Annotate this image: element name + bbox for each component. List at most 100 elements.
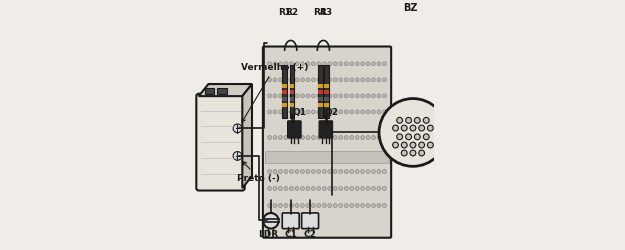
Bar xyxy=(324,84,329,88)
Circle shape xyxy=(372,204,376,208)
Circle shape xyxy=(344,136,348,140)
Circle shape xyxy=(289,62,293,66)
Circle shape xyxy=(344,204,348,208)
Circle shape xyxy=(328,110,332,114)
Circle shape xyxy=(377,94,381,98)
Circle shape xyxy=(311,62,315,66)
Circle shape xyxy=(233,124,242,133)
Circle shape xyxy=(273,78,277,82)
Bar xyxy=(205,88,214,94)
Circle shape xyxy=(284,110,288,114)
Circle shape xyxy=(428,125,433,131)
Circle shape xyxy=(350,186,354,190)
Circle shape xyxy=(268,78,271,82)
Circle shape xyxy=(295,170,299,173)
Circle shape xyxy=(382,170,386,173)
Circle shape xyxy=(361,78,364,82)
Bar xyxy=(282,65,287,118)
Circle shape xyxy=(273,136,277,140)
FancyBboxPatch shape xyxy=(282,213,299,229)
Circle shape xyxy=(339,204,342,208)
Text: R4: R4 xyxy=(312,8,326,18)
Circle shape xyxy=(350,170,354,173)
Circle shape xyxy=(322,78,326,82)
Circle shape xyxy=(339,136,342,140)
Bar xyxy=(289,65,294,118)
Bar xyxy=(318,103,323,107)
Circle shape xyxy=(372,186,376,190)
Circle shape xyxy=(295,152,299,156)
Circle shape xyxy=(322,170,326,173)
Circle shape xyxy=(284,152,288,156)
Circle shape xyxy=(273,152,277,156)
Circle shape xyxy=(333,78,337,82)
Circle shape xyxy=(279,152,282,156)
Circle shape xyxy=(406,118,411,123)
Circle shape xyxy=(355,170,359,173)
Circle shape xyxy=(268,62,271,66)
Polygon shape xyxy=(199,84,252,96)
Bar xyxy=(318,65,323,118)
Circle shape xyxy=(268,186,271,190)
Text: BZ: BZ xyxy=(403,3,418,13)
Circle shape xyxy=(377,110,381,114)
Circle shape xyxy=(273,110,277,114)
Circle shape xyxy=(301,62,304,66)
Circle shape xyxy=(361,204,364,208)
Circle shape xyxy=(273,186,277,190)
Circle shape xyxy=(301,110,304,114)
Circle shape xyxy=(379,98,447,166)
Circle shape xyxy=(333,62,337,66)
Text: C2: C2 xyxy=(304,230,316,239)
Circle shape xyxy=(361,110,364,114)
Circle shape xyxy=(317,204,321,208)
Circle shape xyxy=(366,170,370,173)
Circle shape xyxy=(372,94,376,98)
Circle shape xyxy=(382,204,386,208)
Circle shape xyxy=(366,186,370,190)
Circle shape xyxy=(279,78,282,82)
Circle shape xyxy=(284,94,288,98)
Circle shape xyxy=(295,136,299,140)
Circle shape xyxy=(317,136,321,140)
Circle shape xyxy=(289,94,293,98)
Circle shape xyxy=(406,134,411,140)
Circle shape xyxy=(333,110,337,114)
Circle shape xyxy=(372,62,376,66)
Circle shape xyxy=(311,152,315,156)
Circle shape xyxy=(361,62,364,66)
Circle shape xyxy=(311,170,315,173)
Text: C1: C1 xyxy=(284,230,297,239)
Circle shape xyxy=(295,62,299,66)
Circle shape xyxy=(361,170,364,173)
Bar xyxy=(318,96,323,101)
Circle shape xyxy=(289,204,293,208)
Text: R1: R1 xyxy=(278,8,291,18)
Text: LDR: LDR xyxy=(258,230,278,239)
Circle shape xyxy=(284,204,288,208)
Circle shape xyxy=(414,118,420,123)
Circle shape xyxy=(306,186,310,190)
Circle shape xyxy=(284,78,288,82)
Circle shape xyxy=(344,110,348,114)
Circle shape xyxy=(289,136,293,140)
Circle shape xyxy=(328,170,332,173)
Circle shape xyxy=(322,152,326,156)
Circle shape xyxy=(410,150,416,156)
Circle shape xyxy=(419,150,424,156)
Circle shape xyxy=(279,204,282,208)
Circle shape xyxy=(397,118,402,123)
Circle shape xyxy=(306,204,310,208)
Circle shape xyxy=(350,204,354,208)
Circle shape xyxy=(311,204,315,208)
Circle shape xyxy=(233,152,242,160)
Circle shape xyxy=(295,186,299,190)
Bar xyxy=(289,84,294,88)
Bar xyxy=(265,151,389,163)
Circle shape xyxy=(317,78,321,82)
Circle shape xyxy=(328,152,332,156)
Circle shape xyxy=(419,125,424,131)
Circle shape xyxy=(284,170,288,173)
Circle shape xyxy=(317,170,321,173)
Circle shape xyxy=(392,125,398,131)
